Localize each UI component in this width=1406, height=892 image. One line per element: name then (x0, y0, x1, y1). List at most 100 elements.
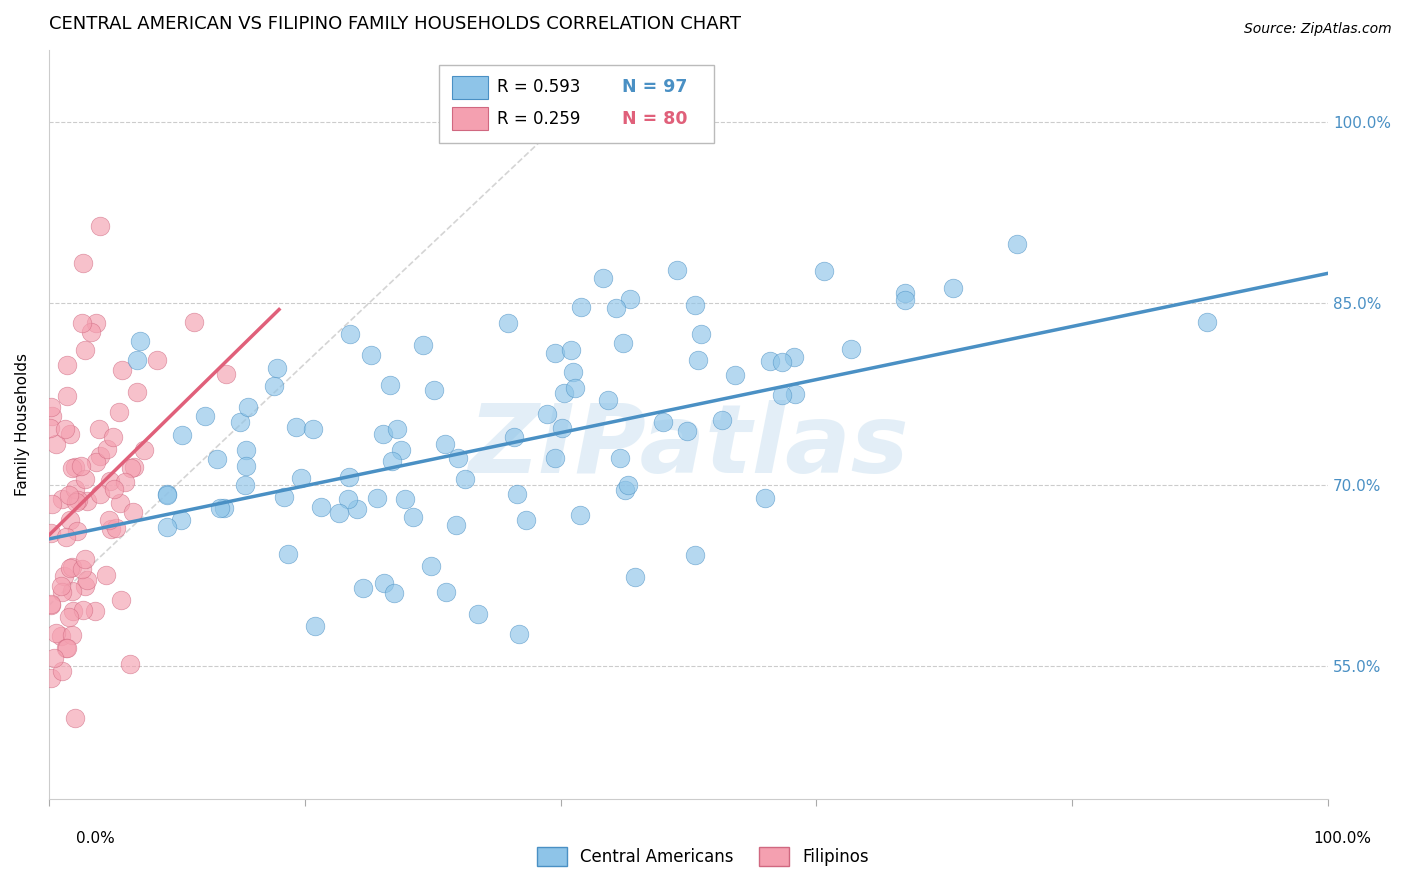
Point (89, 219, 111, 233)
Point (564, 381, 586, 395)
Point (285, 420, 308, 434)
Point (121, 505, 143, 519)
Point (39, 525, 62, 540)
Point (290, 471, 312, 485)
Point (59, 561, 82, 575)
Point (724, 368, 747, 382)
Point (75, 579, 97, 593)
Point (65, 494, 87, 508)
Point (498, 316, 520, 330)
Point (41, 409, 63, 423)
Point (53, 422, 76, 436)
Point (215, 367, 238, 381)
Point (502, 430, 524, 444)
Point (132, 442, 155, 457)
Point (235, 459, 257, 474)
Text: 100.0%: 100.0% (1313, 831, 1372, 846)
Point (536, 407, 558, 421)
Point (49, 630, 72, 644)
Point (605, 301, 627, 315)
Text: N = 97: N = 97 (621, 78, 688, 95)
Point (592, 271, 614, 285)
Point (51, 492, 73, 507)
Point (623, 570, 645, 584)
Point (103, 483, 125, 497)
Point (194, 409, 217, 423)
Point (337, 470, 360, 484)
Point (51, 665, 73, 679)
Point (381, 454, 404, 468)
Point (39, 401, 62, 415)
Text: Source: ZipAtlas.com: Source: ZipAtlas.com (1244, 22, 1392, 37)
Point (339, 326, 361, 341)
Point (39, 421, 62, 435)
Point (87, 422, 110, 436)
Point (387, 422, 409, 436)
Point (146, 352, 169, 367)
Point (51, 584, 73, 599)
Point (783, 351, 806, 365)
Point (544, 346, 567, 360)
Point (45, 436, 67, 450)
Point (302, 422, 325, 436)
Point (76, 494, 98, 508)
Point (569, 300, 592, 314)
Point (598, 392, 620, 407)
Point (170, 427, 193, 442)
Point (63, 711, 86, 725)
Point (412, 338, 434, 352)
Point (551, 421, 574, 435)
Point (62, 560, 84, 574)
Point (110, 593, 132, 607)
Point (67, 492, 90, 507)
Point (783, 387, 806, 401)
Point (98, 513, 121, 527)
Point (72, 562, 94, 576)
Point (394, 491, 416, 506)
Point (55, 389, 77, 403)
Point (508, 627, 530, 641)
Point (63, 460, 86, 475)
Point (433, 436, 456, 450)
Point (208, 500, 231, 515)
Point (609, 450, 631, 465)
Point (55, 530, 77, 544)
Point (58, 513, 80, 527)
Point (73, 343, 96, 357)
Point (235, 442, 257, 457)
Point (111, 363, 134, 377)
Point (96, 568, 118, 582)
Point (754, 491, 776, 505)
Point (402, 510, 425, 524)
Point (894, 293, 917, 307)
Point (72, 256, 94, 270)
Point (423, 383, 446, 397)
Point (434, 585, 457, 599)
Point (73, 552, 96, 566)
Legend: Central Americans, Filipinos: Central Americans, Filipinos (529, 838, 877, 875)
Point (544, 450, 567, 465)
Point (72, 603, 94, 617)
Point (89, 449, 111, 463)
Point (467, 607, 489, 621)
Point (66, 524, 89, 539)
Bar (439, 65, 714, 144)
Point (101, 430, 124, 444)
Point (942, 281, 965, 295)
Text: CENTRAL AMERICAN VS FILIPINO FAMILY HOUSEHOLDS CORRELATION CHART: CENTRAL AMERICAN VS FILIPINO FAMILY HOUS… (49, 15, 741, 33)
Point (39, 671, 62, 685)
Point (118, 657, 141, 671)
Point (568, 508, 591, 522)
Point (676, 424, 699, 438)
Point (304, 619, 326, 633)
Point (49, 579, 72, 593)
Point (89, 487, 111, 501)
Point (366, 491, 388, 505)
Point (273, 490, 295, 504)
Point (419, 559, 441, 574)
Point (373, 575, 395, 590)
Point (233, 478, 256, 492)
Point (205, 452, 228, 467)
Point (236, 400, 259, 414)
Point (506, 487, 529, 501)
